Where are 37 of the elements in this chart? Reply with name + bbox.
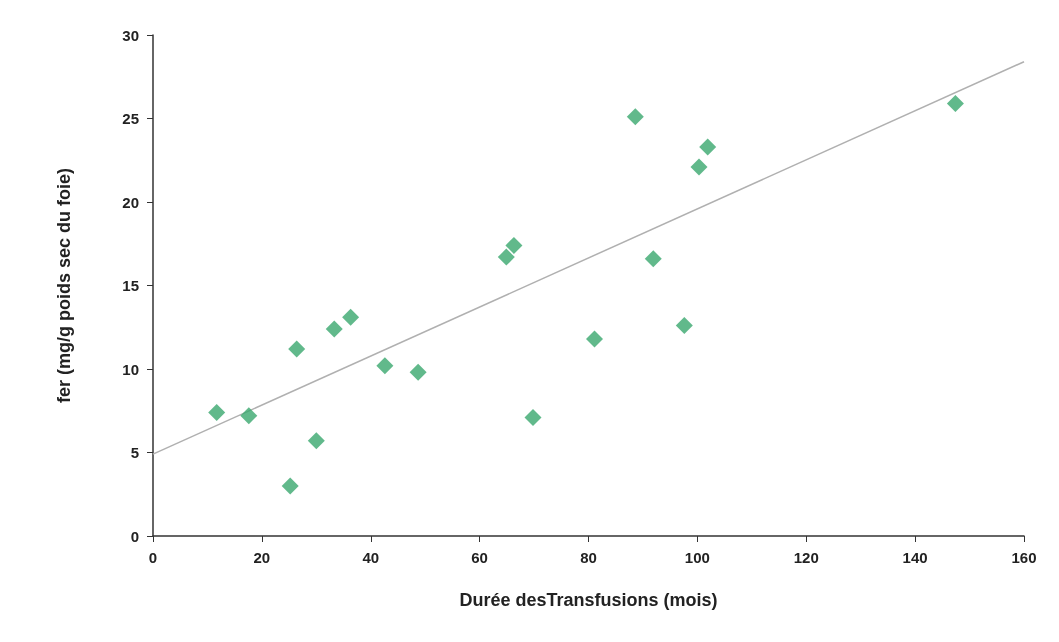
y-tick-label: 0	[130, 527, 139, 545]
x-tick-label: 20	[253, 549, 271, 566]
point	[288, 340, 306, 358]
y-axis-title: fer (mg/g poids sec du foie)	[54, 167, 74, 404]
point	[497, 248, 515, 266]
y-tick-label: 5	[130, 444, 139, 461]
point	[699, 138, 717, 156]
point	[946, 94, 964, 112]
point	[325, 320, 343, 338]
point	[690, 158, 708, 176]
point	[376, 357, 394, 375]
x-tick-label: 160	[1011, 549, 1037, 566]
y-tick-label: 15	[122, 277, 139, 294]
y-tick-label: 30	[122, 26, 139, 44]
x-tick-label: 120	[793, 549, 819, 566]
x-tick-label: 60	[471, 549, 488, 566]
y-tick-label: 10	[122, 360, 139, 378]
point	[585, 330, 603, 348]
point	[644, 250, 662, 268]
y-tick-label: 20	[122, 193, 139, 211]
point	[505, 236, 523, 254]
point	[240, 407, 258, 425]
point	[208, 403, 226, 421]
x-tick-label: 100	[684, 549, 710, 566]
y-tick-label: 25	[122, 110, 139, 127]
point	[281, 477, 299, 495]
point	[626, 108, 644, 126]
point	[524, 408, 542, 426]
point	[307, 432, 325, 450]
point	[342, 308, 360, 326]
x-tick-label: 80	[580, 549, 597, 566]
x-axis-title: Durée desTransfusions (mois)	[459, 590, 718, 610]
x-tick-label: 40	[362, 549, 380, 566]
x-tick-label: 0	[148, 549, 158, 566]
point	[409, 363, 427, 381]
point	[675, 317, 693, 335]
x-tick-label: 140	[902, 549, 928, 566]
